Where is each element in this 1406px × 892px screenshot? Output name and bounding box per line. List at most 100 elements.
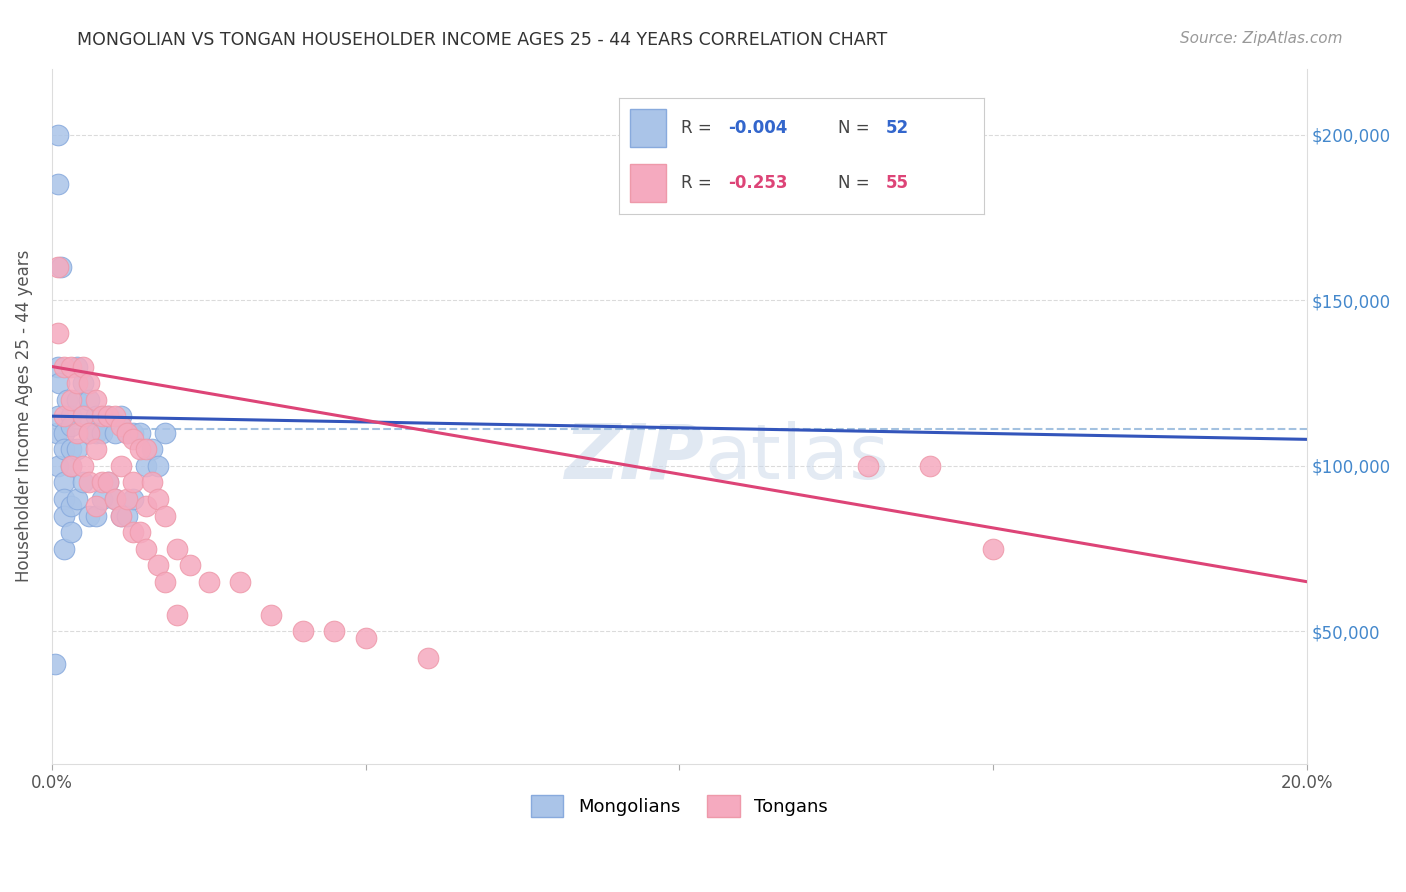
Point <box>103 425 125 440</box>
Point <box>46 409 69 424</box>
Point <box>920 458 942 473</box>
Point <box>59 499 82 513</box>
Point <box>66 392 89 407</box>
Text: N =: N = <box>838 174 875 193</box>
Text: atlas: atlas <box>704 421 890 495</box>
Point <box>122 425 145 440</box>
Point <box>66 376 89 390</box>
Point <box>166 541 188 556</box>
Point <box>59 409 82 424</box>
Point <box>418 651 440 665</box>
Point <box>53 491 76 506</box>
Point <box>53 475 76 490</box>
Point <box>135 541 157 556</box>
Point <box>110 508 132 523</box>
Point <box>44 657 66 672</box>
Point <box>48 376 70 390</box>
Point <box>122 475 145 490</box>
Point <box>84 392 107 407</box>
Text: Source: ZipAtlas.com: Source: ZipAtlas.com <box>1180 31 1343 46</box>
Y-axis label: Householder Income Ages 25 - 44 years: Householder Income Ages 25 - 44 years <box>15 250 32 582</box>
Point <box>115 491 138 506</box>
Point <box>72 376 94 390</box>
Point <box>97 409 120 424</box>
Point <box>66 359 89 374</box>
Point <box>115 425 138 440</box>
FancyBboxPatch shape <box>630 164 666 202</box>
Point <box>135 499 157 513</box>
Point <box>91 475 114 490</box>
Text: N =: N = <box>838 119 875 136</box>
Point <box>122 524 145 539</box>
Point <box>981 541 1004 556</box>
Point <box>46 359 69 374</box>
Point <box>115 425 138 440</box>
Point <box>91 425 114 440</box>
Point <box>59 458 82 473</box>
Point <box>103 491 125 506</box>
Point <box>354 631 377 645</box>
Point <box>110 419 132 434</box>
Point <box>59 442 82 457</box>
Point <box>46 260 69 275</box>
Point <box>79 376 101 390</box>
Point <box>46 178 69 192</box>
Point <box>128 425 150 440</box>
Point <box>46 458 69 473</box>
Point <box>72 458 94 473</box>
Point <box>72 409 94 424</box>
Text: MONGOLIAN VS TONGAN HOUSEHOLDER INCOME AGES 25 - 44 YEARS CORRELATION CHART: MONGOLIAN VS TONGAN HOUSEHOLDER INCOME A… <box>77 31 887 49</box>
Point <box>110 508 132 523</box>
Point <box>59 359 82 374</box>
Point <box>115 508 138 523</box>
Point <box>53 425 76 440</box>
FancyBboxPatch shape <box>630 109 666 147</box>
Point <box>197 574 219 589</box>
Point <box>56 392 79 407</box>
Point <box>72 475 94 490</box>
Point <box>97 475 120 490</box>
Point <box>53 442 76 457</box>
Point <box>53 541 76 556</box>
Point <box>148 558 170 573</box>
Point <box>84 409 107 424</box>
Point <box>79 425 101 440</box>
Text: -0.004: -0.004 <box>728 119 787 136</box>
Point <box>110 458 132 473</box>
Point <box>46 326 69 341</box>
Legend: Mongolians, Tongans: Mongolians, Tongans <box>523 788 835 824</box>
Point <box>59 419 82 434</box>
Point <box>128 524 150 539</box>
Point <box>153 508 176 523</box>
Point <box>103 409 125 424</box>
Point <box>260 607 283 622</box>
Point <box>229 574 252 589</box>
Point <box>128 442 150 457</box>
Point <box>66 442 89 457</box>
Point <box>141 442 163 457</box>
Point <box>110 409 132 424</box>
Point <box>66 491 89 506</box>
Point <box>91 491 114 506</box>
Point <box>148 491 170 506</box>
Text: R =: R = <box>681 174 717 193</box>
Point <box>153 574 176 589</box>
Point <box>97 409 120 424</box>
Point <box>46 128 69 142</box>
Text: 52: 52 <box>886 119 908 136</box>
Point <box>45 425 67 440</box>
Point <box>148 458 170 473</box>
Point <box>79 425 101 440</box>
Text: R =: R = <box>681 119 717 136</box>
Point <box>79 475 101 490</box>
Point <box>84 442 107 457</box>
Text: ZIP: ZIP <box>565 421 704 495</box>
Point <box>135 458 157 473</box>
Text: -0.253: -0.253 <box>728 174 787 193</box>
Point <box>291 624 314 639</box>
Point <box>84 499 107 513</box>
Point <box>51 260 73 275</box>
Point <box>103 491 125 506</box>
Point <box>91 409 114 424</box>
Point <box>97 475 120 490</box>
